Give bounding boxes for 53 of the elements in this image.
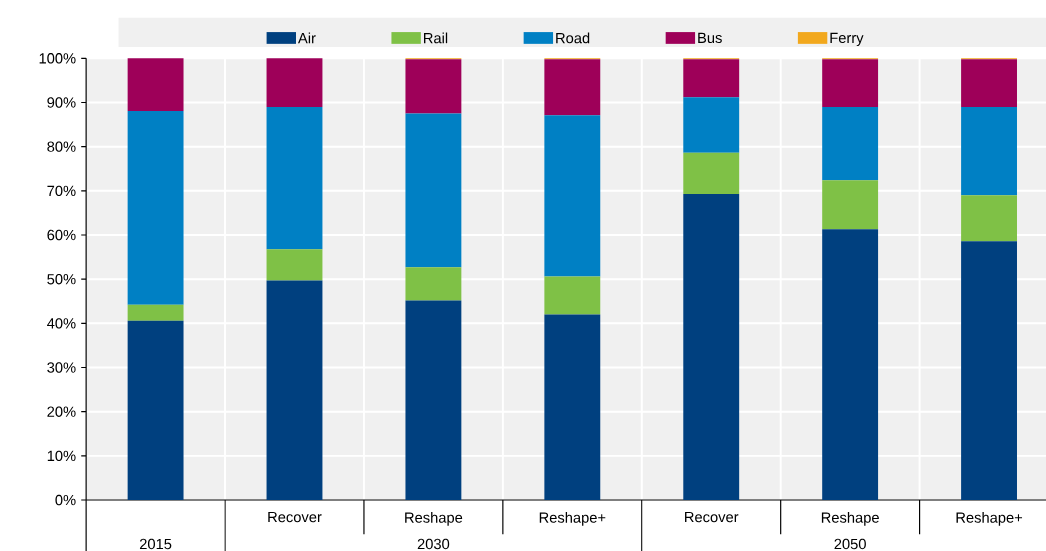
y-tick-label: 100% [39, 53, 76, 64]
text: 2030 [417, 538, 450, 550]
bar [544, 115, 601, 277]
bar [683, 59, 740, 98]
legend-label: Ferry [830, 32, 864, 46]
y-tick-label: 50% [47, 273, 76, 285]
legend-label: Road [556, 32, 590, 44]
bar [127, 58, 184, 111]
y-tick-label: 20% [47, 406, 76, 417]
bar [405, 113, 462, 268]
x-tick-label: Recover [685, 511, 739, 523]
x-tick-label: Reshape [405, 511, 463, 526]
bar [266, 106, 323, 250]
bar [544, 276, 601, 315]
bar [961, 195, 1017, 242]
bar [544, 59, 601, 116]
bar [405, 59, 462, 114]
y-tick-label: 60% [47, 229, 76, 241]
y-tick-label: 10% [47, 450, 76, 462]
x-tick-label: Recover [268, 511, 322, 523]
x-tick-label: Reshape+ [539, 511, 606, 526]
bar [683, 193, 740, 501]
legend-label: Air [298, 32, 316, 44]
y-tick-label: 0% [55, 494, 76, 506]
bar [961, 59, 1017, 107]
bar [405, 300, 462, 501]
bar [127, 320, 184, 501]
y-tick-label: 30% [47, 362, 76, 373]
bar [683, 152, 740, 194]
x-tick-label: Reshape+ [956, 511, 1023, 526]
y-tick-label: 90% [47, 97, 76, 108]
bar [405, 267, 462, 301]
bar [822, 180, 879, 230]
bar [822, 229, 879, 501]
bar [822, 106, 879, 181]
bar [961, 241, 1017, 501]
bar [127, 110, 184, 305]
legend-label: Bus [698, 32, 722, 44]
bar [266, 58, 323, 107]
y-tick-label: 80% [47, 141, 76, 152]
bar [266, 280, 323, 501]
bar [961, 106, 1017, 196]
legend-label: Rail [424, 32, 448, 44]
x-tick-label: Reshape [821, 511, 879, 526]
bar [683, 97, 740, 153]
bar [266, 249, 323, 281]
text: 2050 [834, 538, 866, 550]
text: 2015 [139, 538, 172, 550]
bar [127, 304, 184, 321]
y-tick-label: 70% [47, 185, 76, 197]
y-tick-label: 40% [47, 318, 76, 329]
bar [544, 314, 601, 501]
bar [822, 59, 879, 107]
